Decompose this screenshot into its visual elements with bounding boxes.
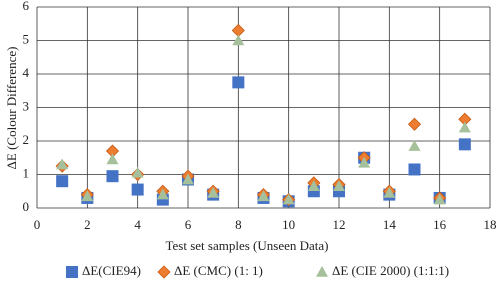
data-point: [56, 158, 69, 170]
x-tick-label: 16: [433, 217, 447, 232]
legend-label: ΔE(CIE94): [82, 263, 141, 278]
y-tick-label: 4: [23, 65, 30, 80]
x-tick-label: 14: [383, 217, 397, 232]
data-point: [156, 188, 169, 200]
y-axis-label: ΔE (Colour Difference): [4, 47, 19, 170]
x-tick-label: 12: [333, 217, 346, 232]
data-point: [383, 186, 396, 198]
data-point: [408, 163, 421, 176]
y-tick-label: 1: [23, 165, 30, 180]
data-point: [131, 183, 144, 196]
y-tick-label: 6: [23, 0, 30, 13]
y-tick-label: 0: [23, 199, 30, 214]
data-point: [232, 76, 245, 89]
legend-marker: [157, 265, 171, 279]
x-tick-label: 10: [282, 217, 295, 232]
y-tick-label: 3: [23, 98, 30, 113]
x-tick-label: 0: [34, 217, 41, 232]
data-point: [282, 193, 295, 205]
data-point: [433, 193, 446, 205]
y-tick-label: 2: [23, 132, 30, 147]
legend-marker: [316, 266, 328, 277]
data-point: [358, 156, 371, 168]
data-point: [56, 175, 69, 188]
x-tick-label: 4: [134, 217, 141, 232]
data-point: [257, 190, 270, 202]
x-axis-label: Test set samples (Unseen Data): [166, 238, 329, 253]
data-point: [458, 138, 471, 151]
data-point: [232, 34, 245, 46]
data-point: [131, 166, 144, 178]
legend-marker: [66, 266, 78, 278]
data-point: [407, 117, 422, 131]
data-point: [408, 140, 421, 151]
x-tick-label: 18: [484, 217, 497, 232]
data-point: [207, 186, 220, 198]
y-tick-label: 5: [23, 31, 30, 46]
data-point: [458, 121, 471, 133]
x-tick-label: 8: [235, 217, 242, 232]
legend-label: ΔE (CMC) (1: 1): [174, 263, 263, 278]
data-point: [106, 153, 119, 165]
x-tick-label: 6: [185, 217, 192, 232]
data-point: [307, 180, 320, 192]
data-point: [333, 180, 345, 192]
data-point: [106, 170, 119, 183]
data-point: [81, 190, 94, 202]
legend-label: ΔE (CIE 2000) (1:1:1): [332, 263, 449, 278]
data-point: [182, 173, 194, 185]
x-tick-label: 2: [84, 217, 91, 232]
